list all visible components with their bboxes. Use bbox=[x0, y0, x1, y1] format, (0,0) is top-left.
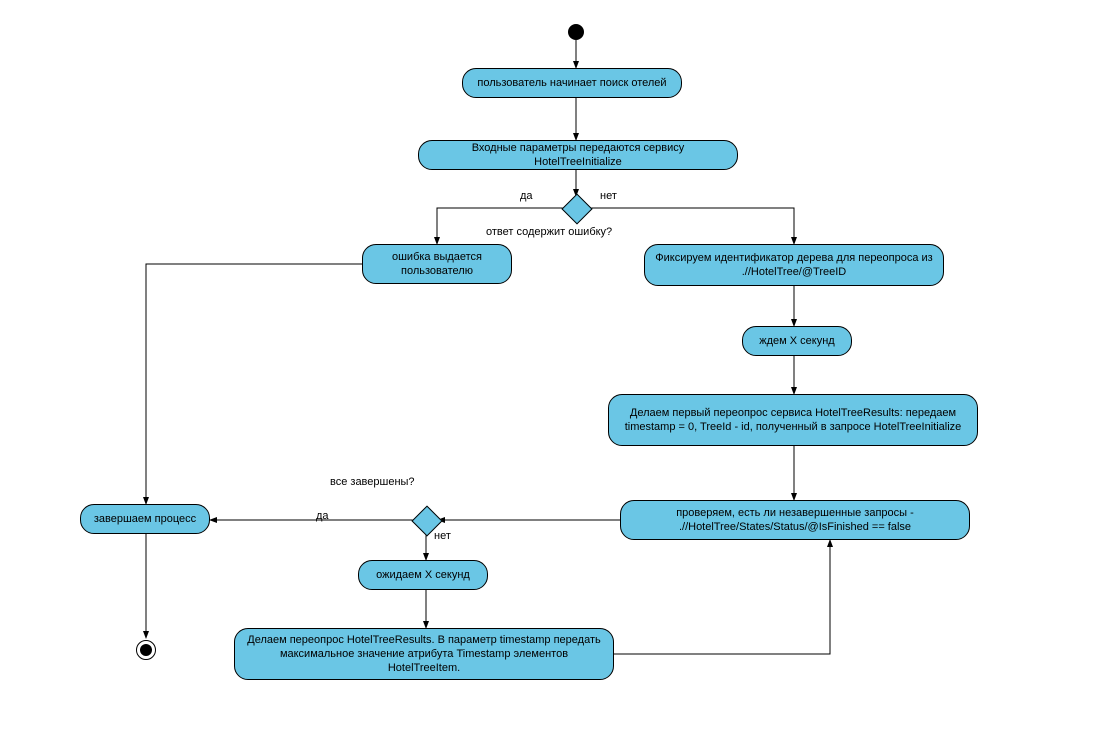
decision-no-1: нет bbox=[600, 190, 617, 202]
flowchart-canvas: пользователь начинает поиск отелей Входн… bbox=[0, 0, 1104, 740]
node-label: проверяем, есть ли незавершенные запросы… bbox=[631, 506, 959, 535]
node-label: Фиксируем идентификатор дерева для перео… bbox=[655, 251, 933, 280]
node-label: ожидаем X секунд bbox=[376, 568, 470, 582]
decision-error bbox=[561, 193, 592, 224]
node-label: Делаем переопрос HotelTreeResults. В пар… bbox=[245, 633, 603, 676]
decision-yes-1: да bbox=[520, 190, 533, 202]
decision-question-2: все завершены? bbox=[330, 476, 415, 488]
node-label: ошибка выдается пользователю bbox=[373, 250, 501, 279]
end-node bbox=[136, 640, 156, 660]
decision-question-1: ответ содержит ошибку? bbox=[486, 226, 612, 238]
node-label: ждем X секунд bbox=[759, 334, 834, 348]
node-finish: завершаем процесс bbox=[80, 504, 210, 534]
node-check-unfinished: проверяем, есть ли незавершенные запросы… bbox=[620, 500, 970, 540]
node-label: Входные параметры передаются сервису Hot… bbox=[429, 141, 727, 170]
decision-yes-2: да bbox=[316, 510, 329, 522]
start-node bbox=[568, 24, 584, 40]
node-label: Делаем первый переопрос сервиса HotelTre… bbox=[619, 406, 967, 435]
node-input-params: Входные параметры передаются сервису Hot… bbox=[418, 140, 738, 170]
node-search-start: пользователь начинает поиск отелей bbox=[462, 68, 682, 98]
node-label: пользователь начинает поиск отелей bbox=[477, 76, 666, 90]
node-error-user: ошибка выдается пользователю bbox=[362, 244, 512, 284]
decision-no-2: нет bbox=[434, 530, 451, 542]
node-repoll: Делаем переопрос HotelTreeResults. В пар… bbox=[234, 628, 614, 680]
node-label: завершаем процесс bbox=[94, 512, 196, 526]
node-first-poll: Делаем первый переопрос сервиса HotelTre… bbox=[608, 394, 978, 446]
node-fix-tree-id: Фиксируем идентификатор дерева для перео… bbox=[644, 244, 944, 286]
node-wait-x1: ждем X секунд bbox=[742, 326, 852, 356]
node-wait-x2: ожидаем X секунд bbox=[358, 560, 488, 590]
